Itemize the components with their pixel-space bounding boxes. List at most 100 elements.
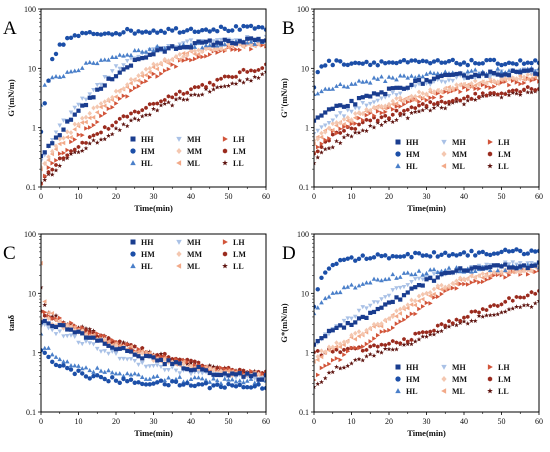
data-point-LH (61, 150, 66, 156)
data-point-MM (503, 75, 508, 82)
data-point-HM (364, 59, 369, 65)
data-point-HM (431, 59, 437, 64)
data-point-ML (319, 354, 324, 360)
data-point-HM (252, 384, 257, 389)
data-point-HL (360, 79, 366, 84)
data-point-HH (510, 265, 515, 270)
data-point-LL (166, 99, 171, 105)
data-point-LL (420, 107, 426, 113)
y-axis-label: G*(mN/m) (279, 303, 289, 342)
data-point-HH (518, 70, 523, 75)
data-point-LM (237, 367, 242, 372)
data-point-HL (57, 74, 63, 79)
legend-marker-HH (395, 139, 401, 145)
data-point-HH (173, 360, 179, 365)
data-point-HL (326, 294, 332, 299)
data-point-LM (413, 331, 418, 336)
data-point-HH (413, 78, 418, 84)
x-tick-label: 30 (423, 417, 431, 426)
data-point-MM (334, 120, 339, 126)
data-point-LM (387, 116, 391, 121)
data-point-LL (158, 351, 164, 356)
data-point-MH (517, 261, 523, 266)
data-point-LL (382, 119, 388, 124)
legend-label: HH (406, 138, 419, 147)
data-point-HL (525, 262, 531, 267)
data-point-HM (263, 385, 266, 391)
data-point-LM (379, 342, 384, 347)
data-point-LH (230, 47, 235, 52)
data-point-ML (427, 293, 433, 299)
data-point-HL (536, 66, 539, 71)
data-point-HL (367, 280, 373, 285)
data-point-LH (402, 317, 407, 323)
data-point-HM (525, 60, 530, 65)
data-point-HH (529, 263, 534, 268)
data-point-LL (162, 101, 168, 106)
legend-marker-HL (130, 160, 136, 166)
legend-marker-HH (130, 239, 136, 245)
data-point-LM (215, 77, 220, 82)
data-point-HH (375, 92, 380, 97)
data-point-LM (368, 344, 373, 349)
data-point-MH (214, 38, 220, 43)
data-point-LH (383, 328, 388, 334)
data-point-LH (84, 126, 89, 131)
data-point-HH (42, 318, 47, 324)
data-point-LM (192, 85, 197, 90)
data-point-HM (480, 61, 485, 66)
data-point-LL (207, 363, 213, 368)
data-point-MH (412, 277, 418, 282)
data-point-HH (166, 358, 171, 363)
data-point-LL (382, 346, 388, 351)
data-point-MH (446, 78, 452, 83)
legend-marker-LL (487, 163, 493, 169)
x-tick-label: 10 (75, 192, 83, 201)
data-point-HH (506, 73, 512, 78)
data-point-HH (53, 135, 59, 140)
legend-label: HH (406, 363, 419, 372)
data-point-LL (188, 92, 194, 98)
data-point-ML (345, 118, 350, 123)
data-point-HL (390, 271, 396, 277)
data-point-HL (472, 67, 478, 72)
y-tick-label: 10 (28, 289, 36, 298)
data-point-HL (233, 379, 239, 384)
x-tick-label: 50 (225, 417, 233, 426)
data-point-MH (61, 118, 66, 123)
data-point-HM (245, 385, 250, 390)
data-point-HH (147, 52, 152, 57)
data-point-LL (424, 334, 429, 339)
data-point-HH (536, 260, 539, 265)
data-point-LM (200, 82, 205, 87)
data-point-MM (207, 365, 212, 371)
data-point-LH (110, 104, 115, 110)
data-point-HM (222, 385, 227, 390)
data-point-LM (136, 110, 141, 115)
data-point-MH (53, 130, 59, 135)
data-point-LM (368, 118, 373, 123)
data-point-LL (184, 361, 190, 366)
data-point-LM (499, 91, 504, 96)
data-point-HL (337, 289, 343, 295)
data-point-HH (98, 86, 104, 91)
data-point-MM (200, 49, 205, 55)
data-point-LL (484, 312, 489, 318)
data-point-LM (338, 130, 343, 136)
data-point-HL (117, 52, 123, 57)
data-point-HM (428, 61, 433, 66)
data-point-HH (117, 70, 122, 75)
data-point-HH (428, 275, 433, 281)
data-point-HH (166, 46, 171, 51)
data-point-HM (439, 252, 444, 258)
data-point-LL (476, 313, 482, 319)
data-point-LL (367, 123, 373, 128)
data-point-HH (488, 264, 493, 270)
legend-label: MM (187, 147, 203, 156)
data-point-HL (154, 373, 160, 378)
data-point-MH (341, 114, 347, 119)
data-point-MM (480, 79, 485, 85)
data-point-LH (372, 113, 377, 118)
data-point-HM (525, 251, 530, 256)
data-point-MH (352, 106, 358, 111)
